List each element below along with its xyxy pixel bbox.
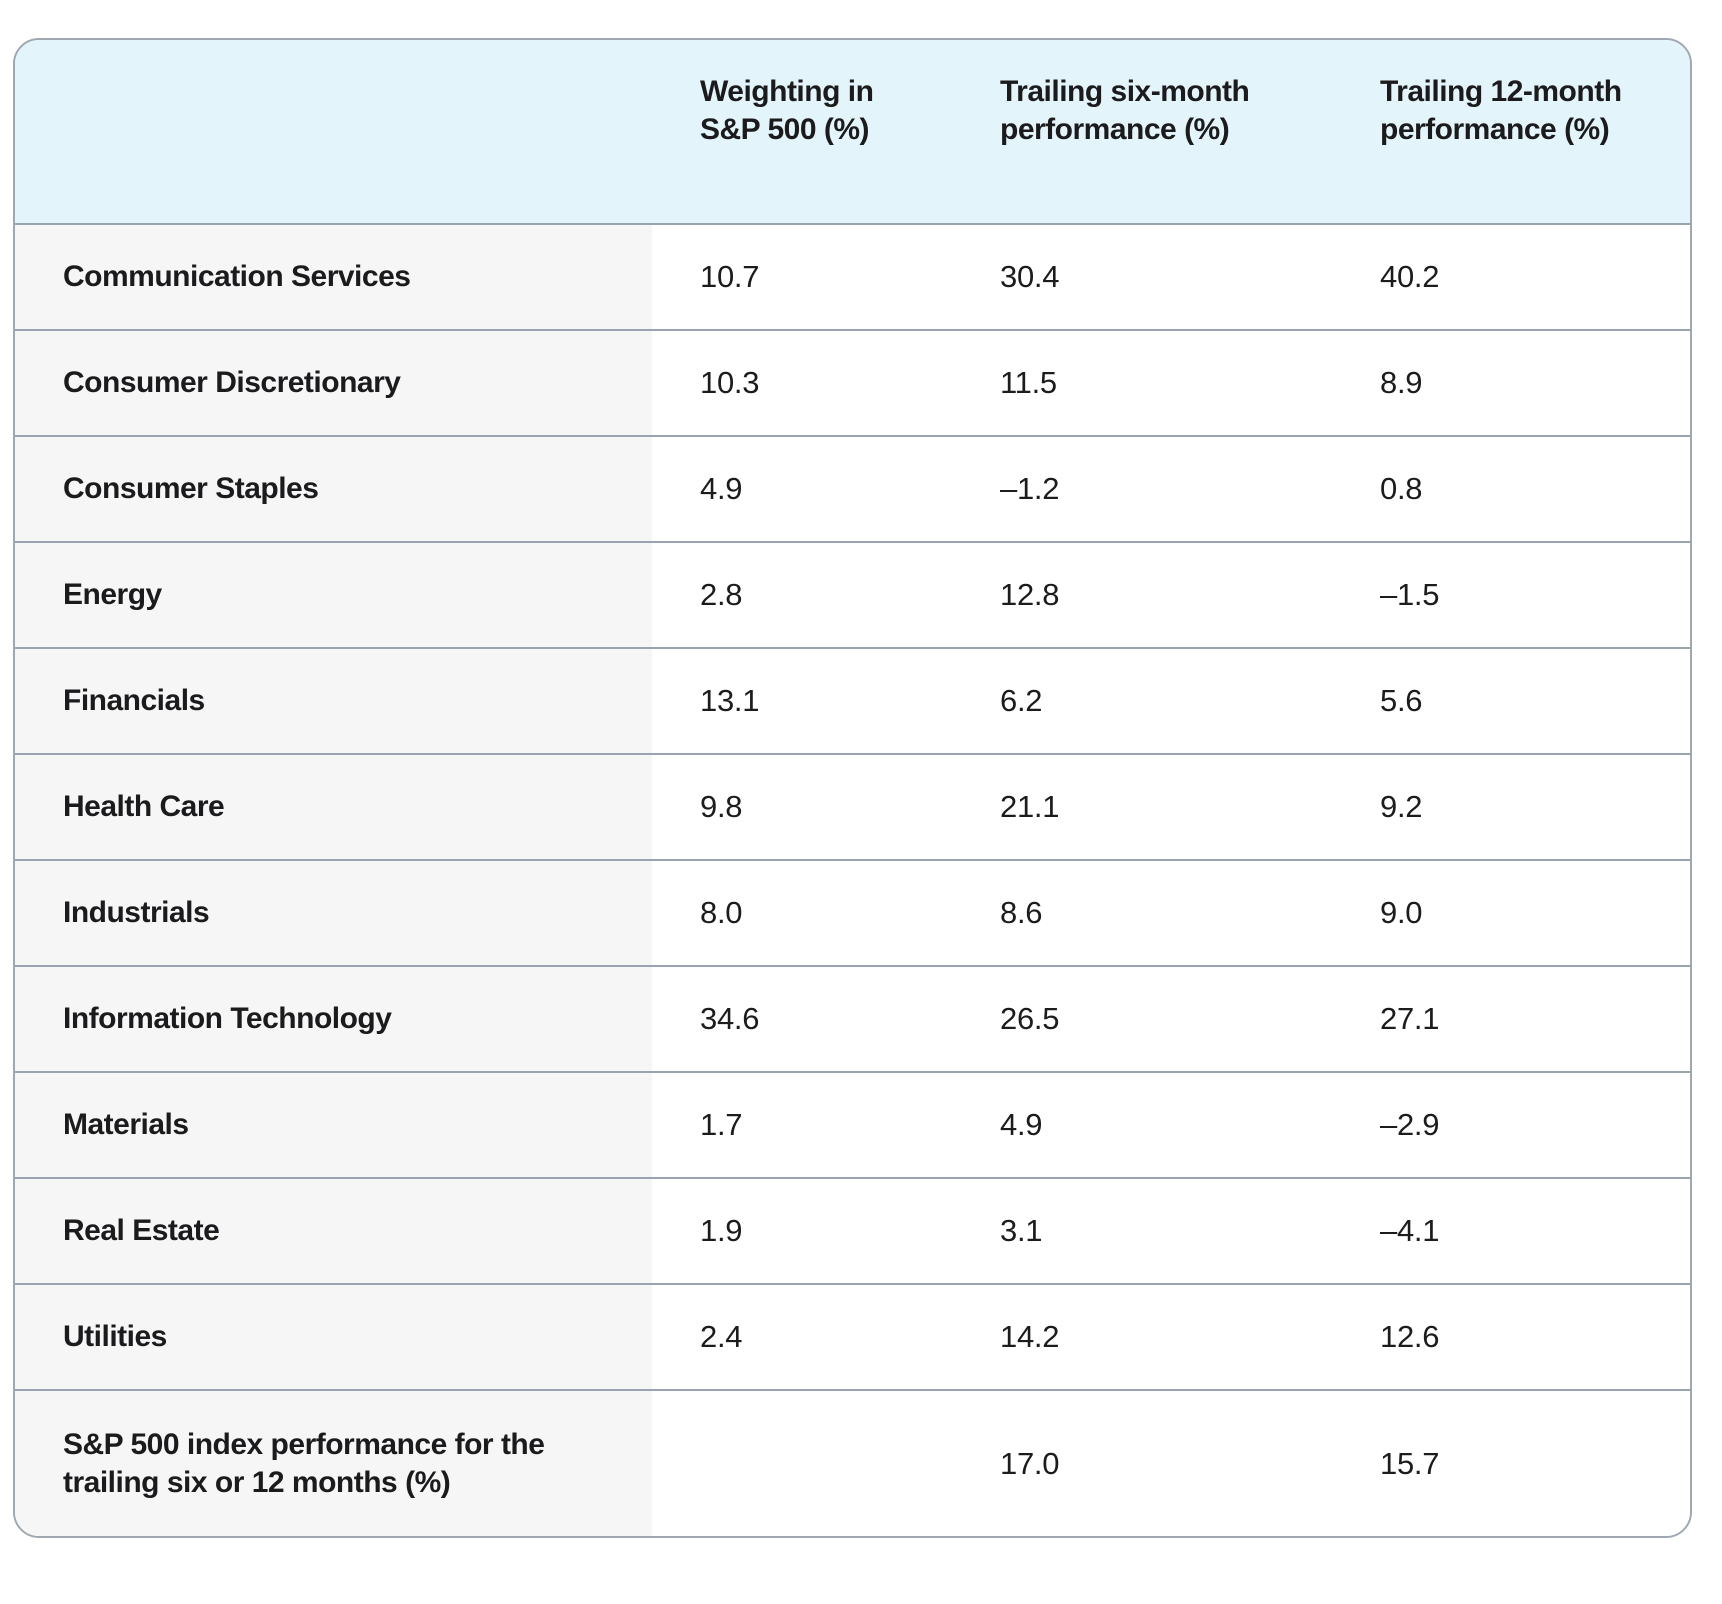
weighting-value-cell: 34.6: [652, 966, 952, 1072]
twelve-month-value-cell: 0.8: [1332, 436, 1690, 542]
twelve-month-value-cell: –2.9: [1332, 1072, 1690, 1178]
header-twelve-month: Trailing 12-month performance (%): [1332, 40, 1690, 224]
weighting-value-cell: [652, 1390, 952, 1536]
table-row: Industrials 8.0 8.6 9.0: [15, 860, 1690, 966]
table-row: Information Technology 34.6 26.5 27.1: [15, 966, 1690, 1072]
six-month-value-cell: –1.2: [952, 436, 1332, 542]
weighting-value-cell: 10.7: [652, 224, 952, 330]
six-month-value-cell: 4.9: [952, 1072, 1332, 1178]
six-month-value-cell: 12.8: [952, 542, 1332, 648]
weighting-value-cell: 9.8: [652, 754, 952, 860]
table-row: Energy 2.8 12.8 –1.5: [15, 542, 1690, 648]
sector-label-cell: Health Care: [15, 754, 652, 860]
sector-label-cell: Consumer Discretionary: [15, 330, 652, 436]
sp500-sector-performance-table: Weighting in S&P 500 (%) Trailing six-mo…: [15, 40, 1690, 1536]
sector-label-cell: Industrials: [15, 860, 652, 966]
sector-performance-table-card: Weighting in S&P 500 (%) Trailing six-mo…: [13, 38, 1692, 1538]
weighting-value-cell: 2.8: [652, 542, 952, 648]
twelve-month-value-cell: 27.1: [1332, 966, 1690, 1072]
sector-label-cell: Consumer Staples: [15, 436, 652, 542]
sector-label-cell: S&P 500 index performance for the traili…: [15, 1390, 652, 1536]
weighting-value-cell: 1.9: [652, 1178, 952, 1284]
table-row: Financials 13.1 6.2 5.6: [15, 648, 1690, 754]
header-row: Weighting in S&P 500 (%) Trailing six-mo…: [15, 40, 1690, 224]
header-blank-cell: [15, 40, 652, 224]
weighting-value-cell: 10.3: [652, 330, 952, 436]
table-row: Health Care 9.8 21.1 9.2: [15, 754, 1690, 860]
table-row-sp500-total: S&P 500 index performance for the traili…: [15, 1390, 1690, 1536]
sector-label-cell: Materials: [15, 1072, 652, 1178]
sector-label-cell: Utilities: [15, 1284, 652, 1390]
weighting-value-cell: 1.7: [652, 1072, 952, 1178]
table-row: Utilities 2.4 14.2 12.6: [15, 1284, 1690, 1390]
six-month-value-cell: 6.2: [952, 648, 1332, 754]
weighting-value-cell: 8.0: [652, 860, 952, 966]
twelve-month-value-cell: 15.7: [1332, 1390, 1690, 1536]
sector-label-cell: Financials: [15, 648, 652, 754]
twelve-month-value-cell: 40.2: [1332, 224, 1690, 330]
table-row: Real Estate 1.9 3.1 –4.1: [15, 1178, 1690, 1284]
header-weighting: Weighting in S&P 500 (%): [652, 40, 952, 224]
table-row: Consumer Discretionary 10.3 11.5 8.9: [15, 330, 1690, 436]
six-month-value-cell: 14.2: [952, 1284, 1332, 1390]
six-month-value-cell: 21.1: [952, 754, 1332, 860]
six-month-value-cell: 30.4: [952, 224, 1332, 330]
twelve-month-value-cell: –1.5: [1332, 542, 1690, 648]
sector-label-cell: Communication Services: [15, 224, 652, 330]
table-row: Materials 1.7 4.9 –2.9: [15, 1072, 1690, 1178]
six-month-value-cell: 26.5: [952, 966, 1332, 1072]
twelve-month-value-cell: 12.6: [1332, 1284, 1690, 1390]
table-row: Consumer Staples 4.9 –1.2 0.8: [15, 436, 1690, 542]
table-header: Weighting in S&P 500 (%) Trailing six-mo…: [15, 40, 1690, 224]
six-month-value-cell: 17.0: [952, 1390, 1332, 1536]
header-six-month: Trailing six-month performance (%): [952, 40, 1332, 224]
six-month-value-cell: 11.5: [952, 330, 1332, 436]
sector-label-cell: Real Estate: [15, 1178, 652, 1284]
sector-label-cell: Information Technology: [15, 966, 652, 1072]
twelve-month-value-cell: 5.6: [1332, 648, 1690, 754]
weighting-value-cell: 2.4: [652, 1284, 952, 1390]
table-row: Communication Services 10.7 30.4 40.2: [15, 224, 1690, 330]
six-month-value-cell: 8.6: [952, 860, 1332, 966]
twelve-month-value-cell: 8.9: [1332, 330, 1690, 436]
weighting-value-cell: 13.1: [652, 648, 952, 754]
six-month-value-cell: 3.1: [952, 1178, 1332, 1284]
table-body: Communication Services 10.7 30.4 40.2 Co…: [15, 224, 1690, 1536]
twelve-month-value-cell: 9.0: [1332, 860, 1690, 966]
twelve-month-value-cell: –4.1: [1332, 1178, 1690, 1284]
weighting-value-cell: 4.9: [652, 436, 952, 542]
sector-label-cell: Energy: [15, 542, 652, 648]
twelve-month-value-cell: 9.2: [1332, 754, 1690, 860]
